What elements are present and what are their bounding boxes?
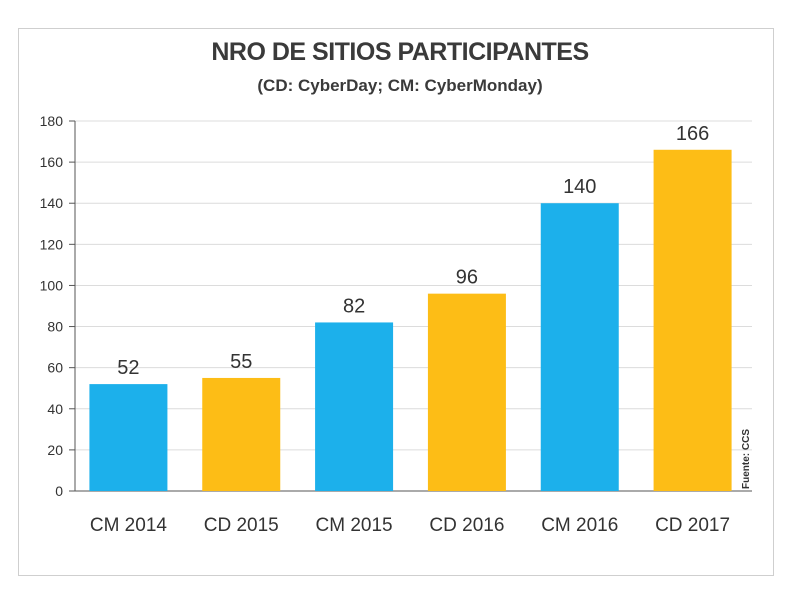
y-tick-label: 0 <box>55 483 63 499</box>
bar <box>540 203 619 491</box>
x-tick-label: CM 2015 <box>316 515 393 536</box>
bar <box>89 384 168 491</box>
chart-subtitle: (CD: CyberDay; CM: CyberMonday) <box>257 76 543 95</box>
x-tick-label: CM 2016 <box>541 515 618 536</box>
source-note: Fuente: CCS <box>741 429 752 489</box>
x-tick-label: CD 2017 <box>655 515 730 536</box>
data-label: 52 <box>117 357 139 379</box>
y-tick-label: 120 <box>40 236 64 252</box>
chart-title: NRO DE SITIOS PARTICIPANTES <box>211 38 589 66</box>
y-tick-label: 40 <box>47 401 63 417</box>
y-tick-label: 60 <box>47 360 63 376</box>
y-tick-label: 100 <box>40 277 64 293</box>
y-tick-label: 80 <box>47 319 63 335</box>
bar <box>202 377 281 491</box>
y-tick-label: 20 <box>47 442 63 458</box>
data-label: 140 <box>563 176 596 198</box>
data-label: 166 <box>676 123 709 145</box>
bar <box>427 293 506 491</box>
bar <box>653 149 732 491</box>
y-tick-label: 160 <box>40 154 64 170</box>
data-label: 96 <box>456 267 478 289</box>
x-tick-label: CD 2016 <box>429 515 504 536</box>
data-label: 82 <box>343 295 365 317</box>
y-tick-label: 140 <box>40 195 64 211</box>
x-tick-label: CD 2015 <box>204 515 279 536</box>
data-label: 55 <box>230 351 252 373</box>
x-tick-label: CM 2014 <box>90 515 168 536</box>
y-tick-label: 180 <box>40 113 64 129</box>
bar <box>315 322 394 491</box>
